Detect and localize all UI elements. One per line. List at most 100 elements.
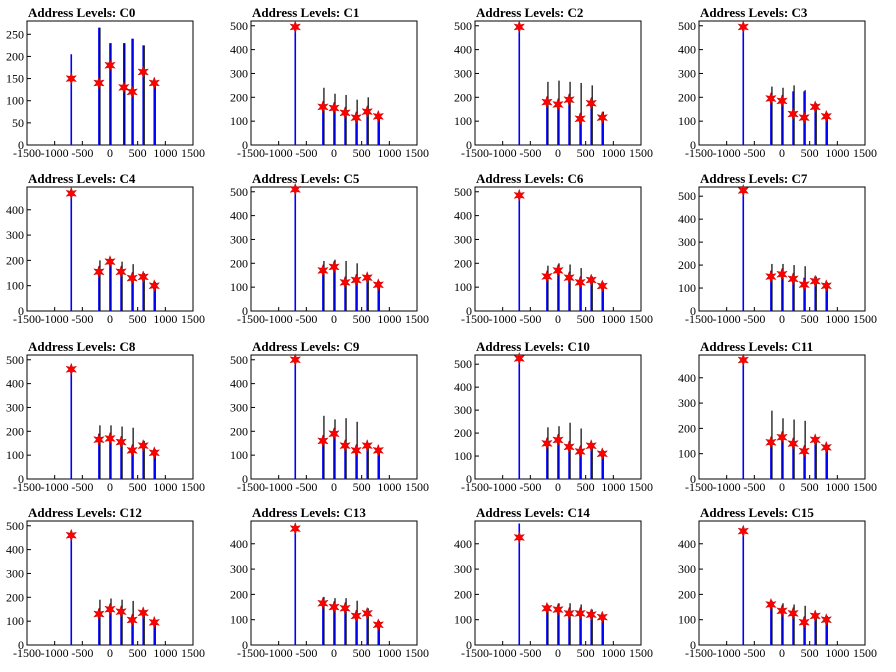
peak-marker (289, 182, 301, 196)
x-tick-label: 1500 (629, 146, 653, 160)
x-tick-label: -1000 (713, 312, 741, 326)
y-tick-label: 200 (6, 590, 24, 604)
peak-marker (563, 271, 575, 285)
x-tick-label: -1500 (461, 312, 489, 326)
x-tick-label: 1000 (825, 646, 849, 660)
peak-marker (361, 105, 373, 119)
chart-title: Address Levels: C12 (28, 505, 142, 520)
peak-marker (809, 609, 821, 623)
y-tick-label: 200 (678, 587, 696, 601)
peak-marker (339, 275, 351, 289)
chart-panel: Address Levels: C80100200300400500-1500-… (6, 339, 205, 494)
peak-marker (541, 269, 553, 284)
x-tick-label: -500 (519, 312, 541, 326)
y-tick-label: 300 (230, 232, 248, 246)
y-tick-label: 400 (678, 212, 696, 226)
chart-panel: Address Levels: C11 0 100 200 300 400 -1500 -10… (678, 339, 877, 494)
y-tick-label: 0 (690, 638, 696, 652)
y-tick-label: 400 (230, 537, 248, 551)
y-tick-label: 200 (678, 421, 696, 435)
y-tick-label: 400 (6, 377, 24, 391)
x-tick-label: 0 (107, 480, 113, 494)
y-tick-label: 400 (6, 543, 24, 557)
y-tick-label: 0 (242, 638, 248, 652)
x-tick-label: -1500 (13, 646, 41, 660)
peak-marker (148, 279, 160, 293)
peak-marker (361, 439, 373, 453)
chart-panel: Address Levels: C30100200300400500-1500-… (678, 5, 877, 160)
peak-marker (148, 615, 160, 629)
x-tick-label: 1000 (601, 146, 625, 160)
x-tick-label: 1000 (377, 146, 401, 160)
peak-marker (776, 94, 788, 108)
peak-marker (596, 447, 608, 461)
peak-marker (328, 600, 340, 614)
peak-marker (137, 606, 149, 620)
peak-marker (787, 272, 799, 286)
y-tick-label: 500 (454, 19, 472, 33)
x-tick-label: -500 (295, 312, 317, 326)
y-tick-label: 100 (678, 447, 696, 461)
x-tick-label: -1500 (237, 646, 265, 660)
x-tick-label: 1500 (853, 146, 877, 160)
peak-marker (596, 279, 608, 293)
y-tick-label: 500 (6, 519, 24, 533)
x-tick-label: 1500 (629, 646, 653, 660)
x-tick-label: -500 (743, 646, 765, 660)
x-tick-label: -500 (295, 480, 317, 494)
peak-marker (765, 91, 777, 106)
x-tick-label: -1500 (461, 480, 489, 494)
x-tick-label: 1500 (629, 480, 653, 494)
peak-marker (820, 279, 832, 293)
peak-marker (93, 265, 105, 279)
x-tick-label: 1000 (825, 146, 849, 160)
peak-marker (563, 606, 575, 620)
x-tick-label: 1000 (377, 646, 401, 660)
x-tick-label: -500 (519, 146, 541, 160)
x-tick-label: 0 (331, 146, 337, 160)
chart-panel: Address Levels: C12 0 100 200 300 400 500 -1500… (6, 505, 205, 660)
chart-title: Address Levels: C5 (252, 171, 360, 186)
x-tick-label: 0 (107, 646, 113, 660)
y-tick-label: 200 (6, 49, 24, 63)
y-tick-label: 200 (230, 424, 248, 438)
y-tick-label: 400 (678, 43, 696, 57)
peak-marker (798, 615, 810, 629)
peak-marker (137, 439, 149, 453)
y-tick-label: 250 (6, 27, 24, 41)
peak-marker (126, 613, 138, 627)
y-tick-label: 300 (678, 562, 696, 576)
peak-marker (585, 439, 597, 453)
peak-marker (574, 444, 586, 459)
y-tick-label: 0 (242, 138, 248, 152)
peak-marker (137, 65, 149, 79)
peak-marker (317, 100, 329, 114)
x-tick-label: -500 (519, 480, 541, 494)
chart-title: Address Levels: C3 (700, 5, 808, 20)
peak-marker (328, 101, 340, 115)
x-tick-label: 1500 (181, 312, 205, 326)
y-tick-label: 400 (6, 203, 24, 217)
y-tick-label: 100 (230, 114, 248, 128)
x-tick-label: 0 (779, 312, 785, 326)
x-tick-label: -1500 (237, 480, 265, 494)
y-tick-label: 300 (678, 396, 696, 410)
peak-marker (93, 76, 105, 90)
x-tick-label: 1000 (601, 646, 625, 660)
chart-title: Address Levels: C13 (252, 505, 366, 520)
peak-marker (765, 435, 777, 449)
peak-marker (798, 277, 810, 292)
y-tick-label: 0 (690, 138, 696, 152)
chart-panel: Address Levels: C20100200300400500-1500-… (454, 5, 653, 160)
peak-marker (513, 530, 525, 545)
peak-marker (787, 436, 799, 451)
peak-marker (798, 444, 810, 458)
x-tick-label: 0 (555, 146, 561, 160)
peak-marker (115, 435, 127, 449)
y-tick-label: 500 (6, 353, 24, 367)
x-tick-label: -1500 (13, 146, 41, 160)
x-tick-label: -1500 (685, 146, 713, 160)
peak-marker (737, 524, 749, 538)
y-tick-label: 300 (6, 566, 24, 580)
y-tick-label: 500 (230, 353, 248, 367)
